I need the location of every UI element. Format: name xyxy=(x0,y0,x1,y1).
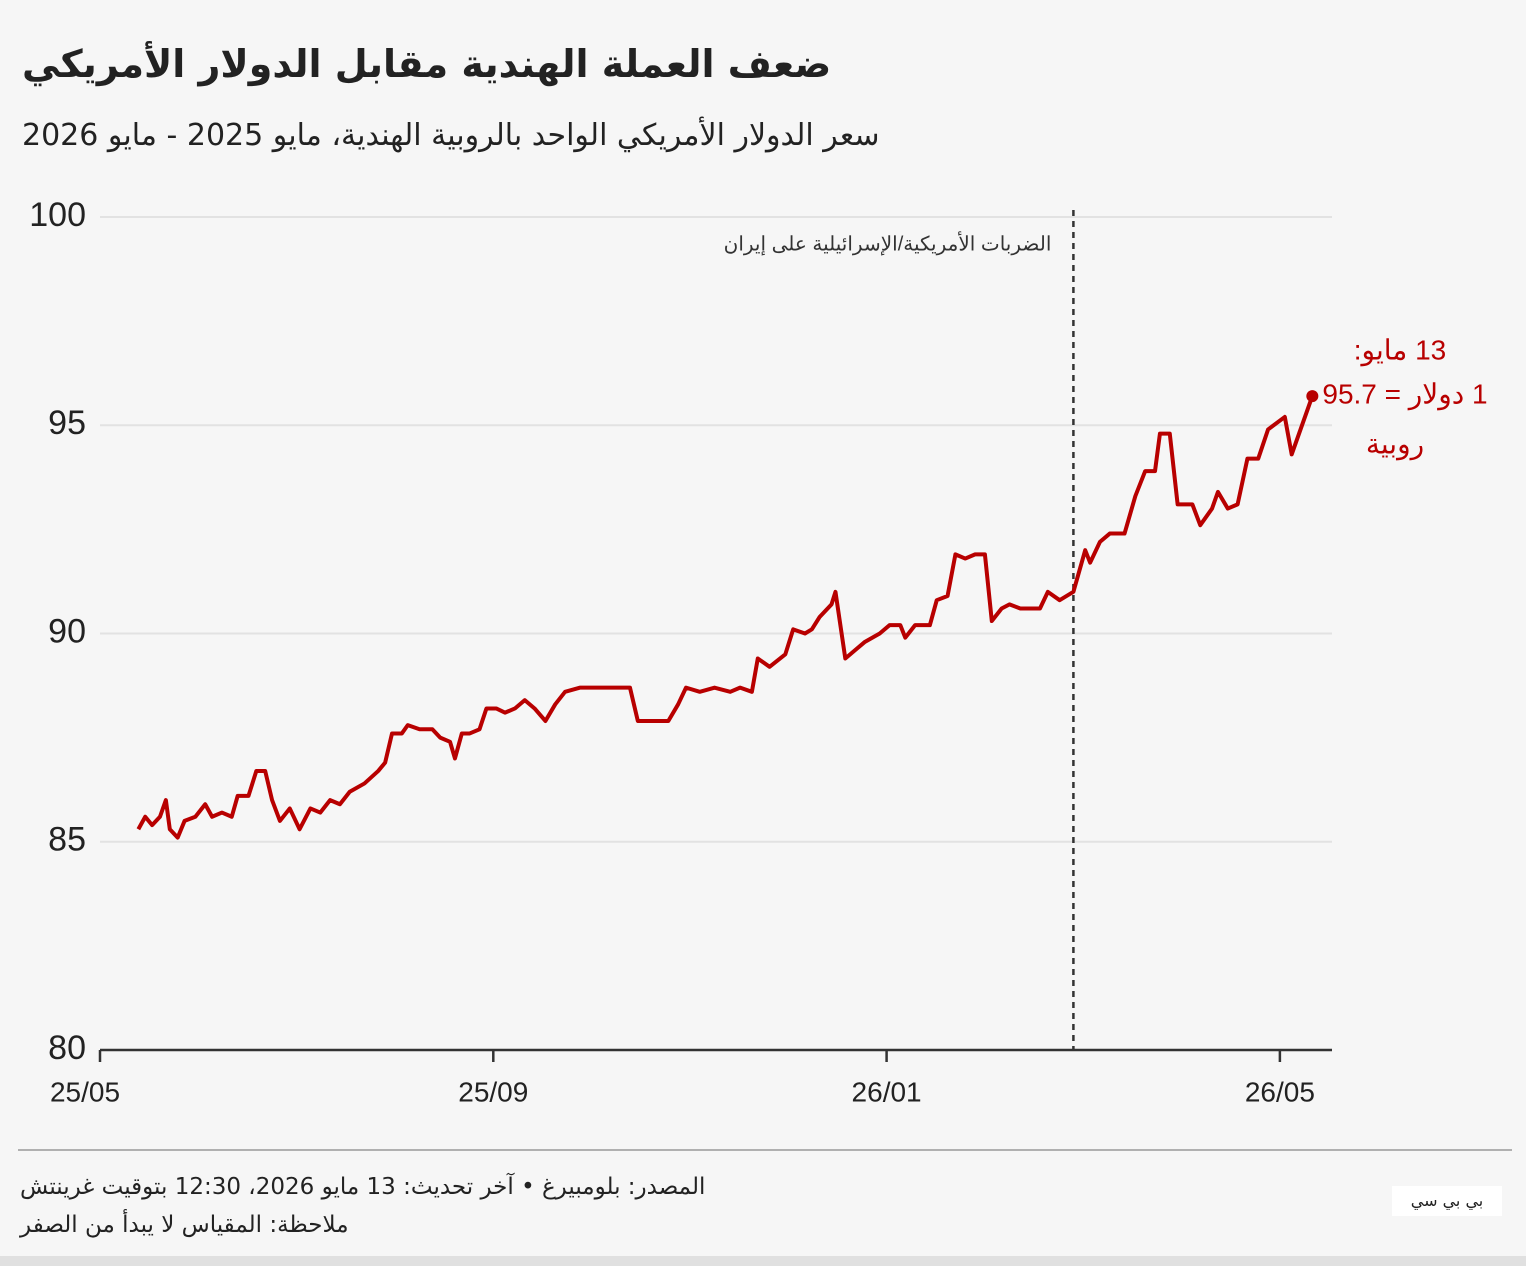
x-tick-label: 26/01 xyxy=(852,1076,922,1107)
chart-subtitle: سعر الدولار الأمريكي الواحد بالروبية اله… xyxy=(22,118,880,153)
end-label: 1 دولار = 95.7 xyxy=(1322,378,1487,410)
y-tick-label: 80 xyxy=(48,1029,86,1067)
note: ملاحظة: المقياس لا يبدأ من الصفر xyxy=(20,1212,349,1238)
event-label: الضربات الأمريكية/الإسرائيلية على إيران xyxy=(724,230,1052,256)
x-tick-label: 25/09 xyxy=(458,1076,528,1107)
footer-band xyxy=(0,1256,1526,1266)
end-label: 13 مايو: xyxy=(1354,334,1447,366)
y-tick-label: 95 xyxy=(48,404,86,442)
y-tick-label: 85 xyxy=(48,821,86,859)
chart-title: ضعف العملة الهندية مقابل الدولار الأمريك… xyxy=(22,42,832,86)
logo: بي بي سي xyxy=(1392,1186,1502,1216)
x-tick-label: 26/05 xyxy=(1245,1076,1315,1107)
y-tick-label: 100 xyxy=(29,196,86,234)
x-tick-label: 25/05 xyxy=(50,1076,120,1107)
y-tick-label: 90 xyxy=(48,612,86,650)
source: المصدر: بلومبيرغ • آخر تحديث: 13 مايو 20… xyxy=(20,1174,706,1200)
end-point xyxy=(1306,390,1319,403)
end-label: روبية xyxy=(1366,428,1424,460)
line xyxy=(136,395,1315,840)
